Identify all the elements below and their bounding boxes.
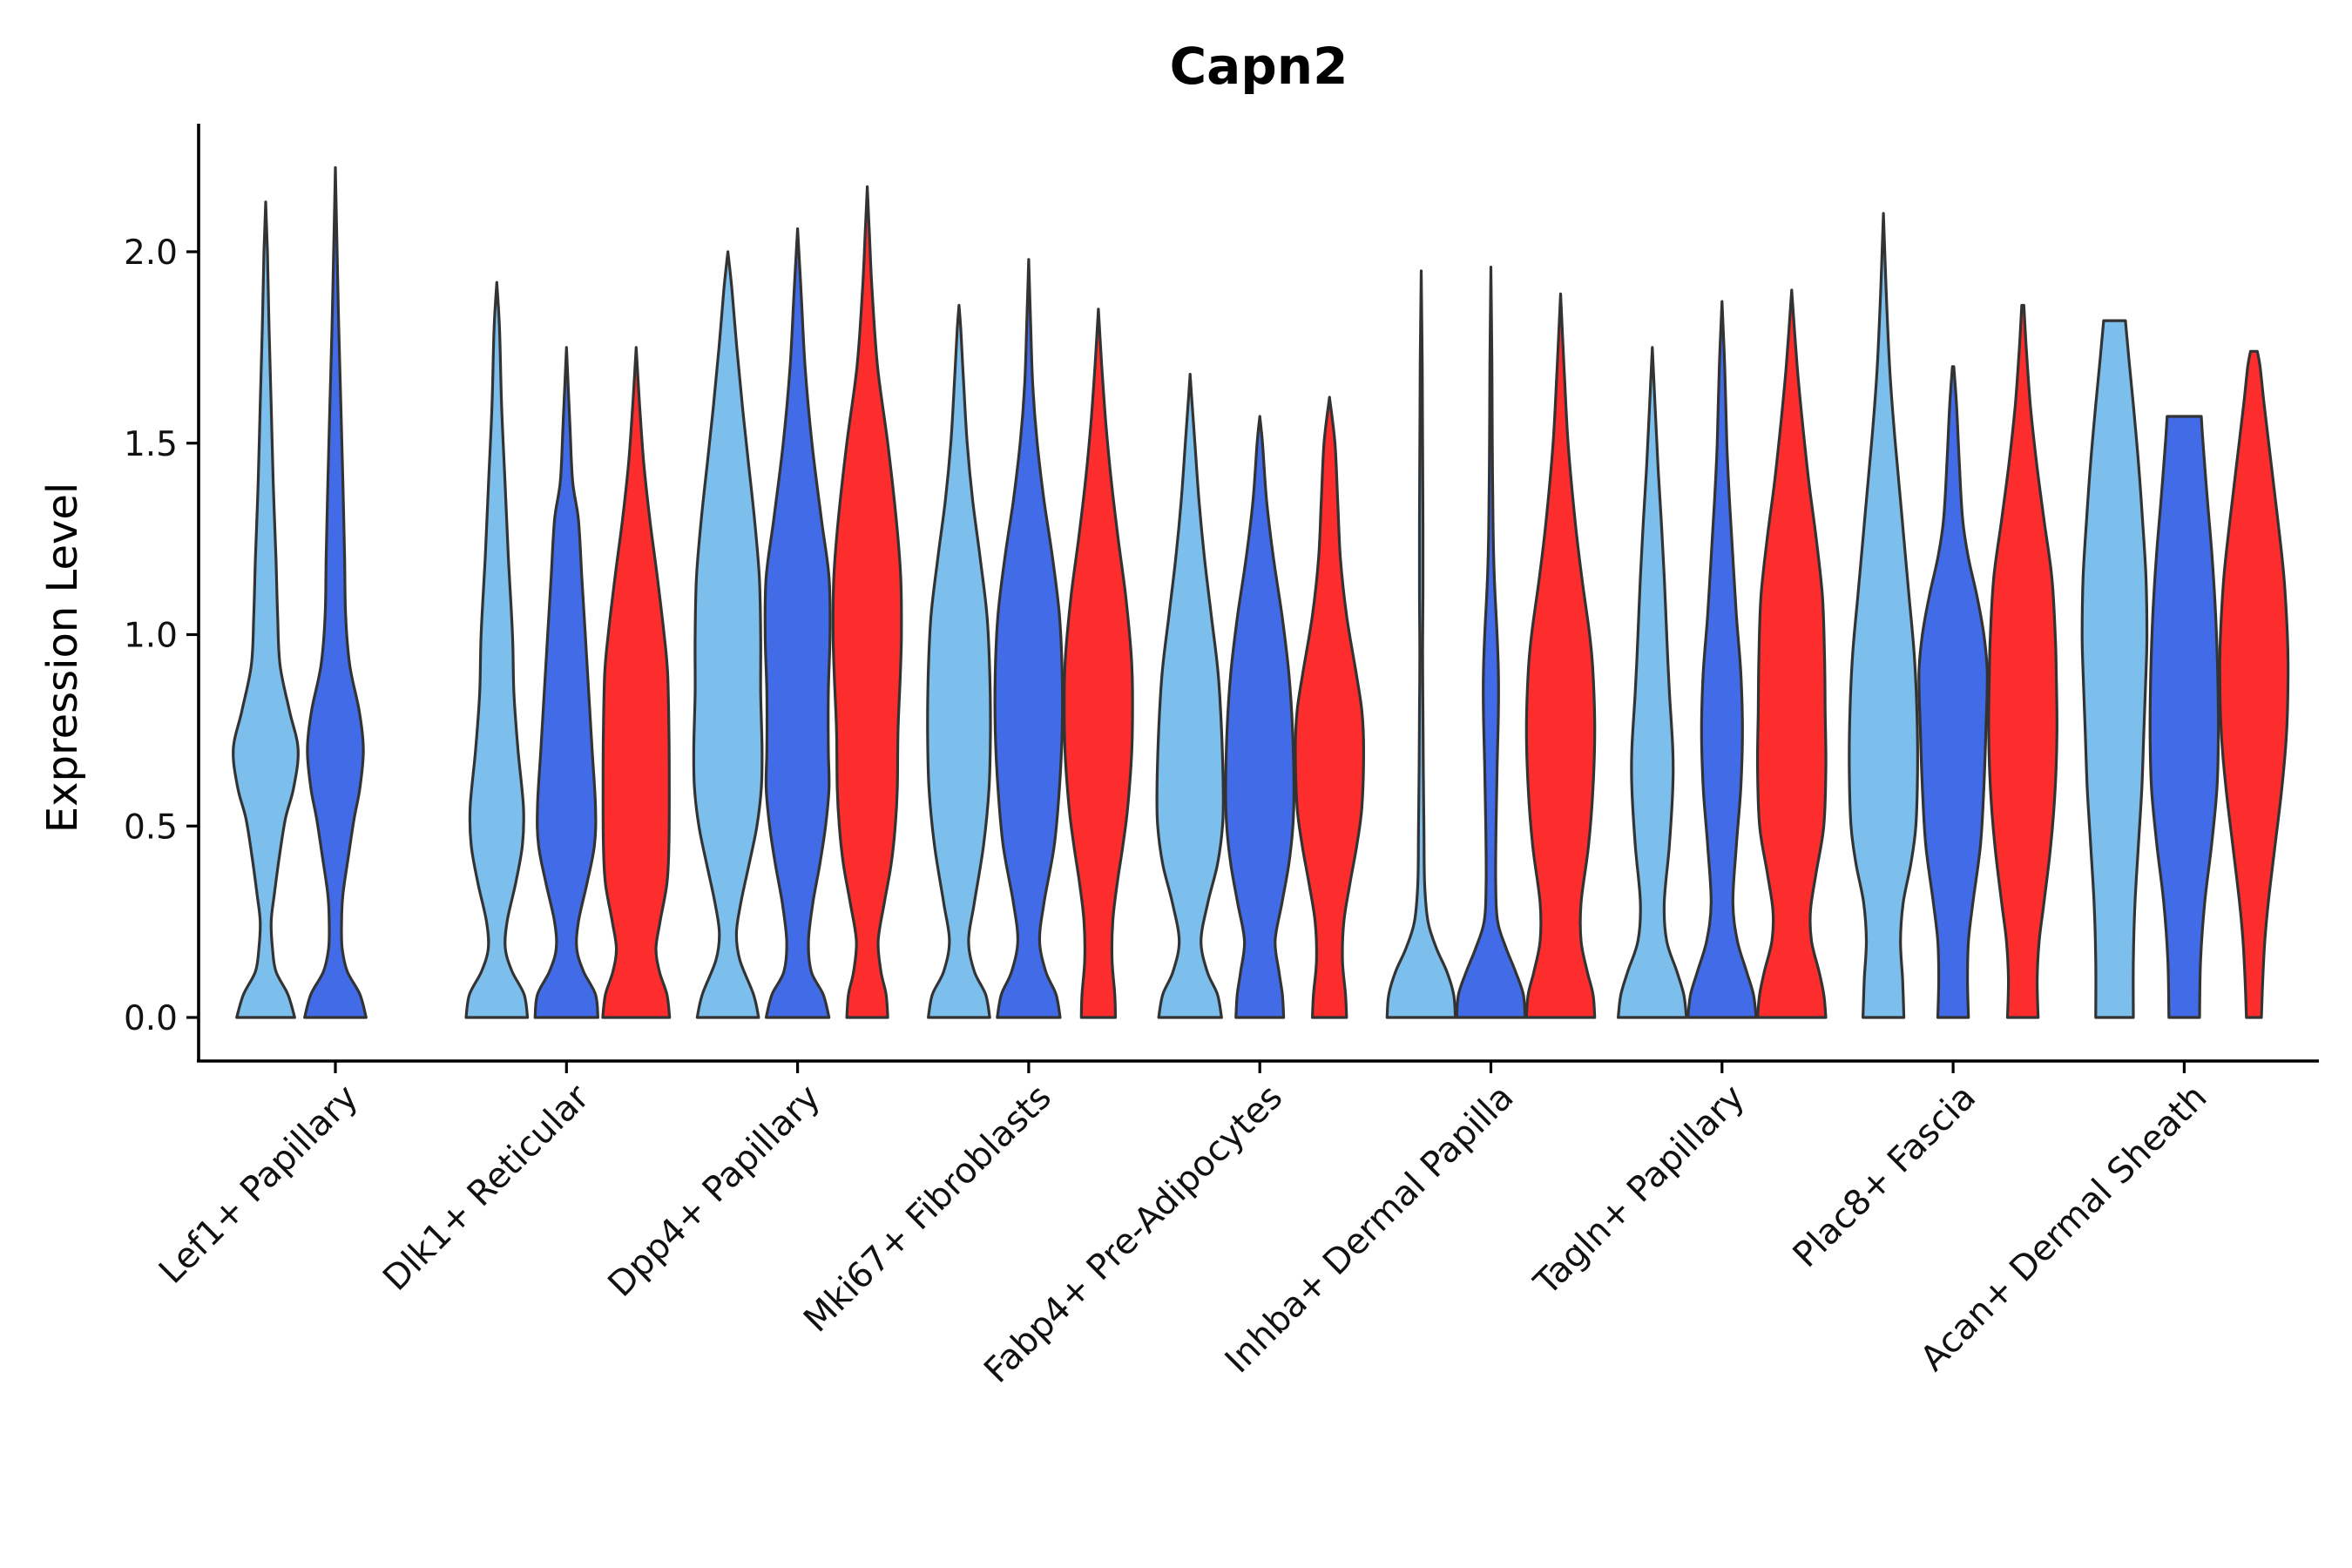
x-tick-label: Plac8+ Fascia bbox=[1786, 1078, 1984, 1276]
violin-dpp4-papillary-s3 bbox=[831, 185, 903, 1019]
violin-acan-dermal-sheath-s1 bbox=[2080, 319, 2149, 1019]
x-tick-label: Lef1+ Papillary bbox=[152, 1078, 366, 1292]
violin-plac8-fascia-s1 bbox=[1848, 212, 1919, 1019]
chart-title: Capn2 bbox=[1170, 37, 1348, 96]
violin-acan-dermal-sheath-s2 bbox=[2148, 415, 2220, 1019]
x-tick-label: Tagln+ Papillary bbox=[1526, 1078, 1753, 1304]
violin-dlk1-reticular-s2 bbox=[533, 346, 599, 1019]
violin-lef1-papillary-s1 bbox=[232, 200, 300, 1019]
violin-dpp4-papillary-s1 bbox=[692, 250, 764, 1019]
y-tick-label: 0.0 bbox=[124, 999, 178, 1038]
x-tick-label: Dlk1+ Reticular bbox=[375, 1077, 598, 1299]
y-tick-label: 1.5 bbox=[124, 425, 178, 464]
violin-tagln-papillary-s1 bbox=[1617, 346, 1688, 1019]
violin-plac8-fascia-s3 bbox=[1987, 303, 2058, 1019]
violin-lef1-papillary-s2 bbox=[303, 166, 368, 1019]
violin-inhba-dermal-papilla-s2 bbox=[1455, 266, 1527, 1019]
violin-fabp4-pre-adipocytes-s1 bbox=[1155, 373, 1225, 1019]
x-tick-label: Mki67+ Fibroblasts bbox=[796, 1078, 1059, 1341]
violin-dpp4-papillary-s2 bbox=[763, 227, 832, 1019]
x-tick-label: Dpp4+ Papillary bbox=[600, 1078, 828, 1305]
x-ticks: Lef1+ Papillary Dlk1+ Reticular Dpp4+ Papi… bbox=[152, 1061, 2214, 1391]
violin-mki67-fibroblasts-s2 bbox=[993, 258, 1064, 1019]
y-tick-label: 0.5 bbox=[124, 808, 178, 847]
axes-layer bbox=[197, 124, 2319, 1063]
violin-tagln-papillary-s2 bbox=[1686, 300, 1758, 1019]
y-ticks: 0.0 0.5 1.0 1.5 2.0 bbox=[124, 233, 199, 1038]
violin-dlk1-reticular-s1 bbox=[464, 280, 530, 1019]
violin-mki67-fibroblasts-s3 bbox=[1063, 308, 1134, 1019]
violin-acan-dermal-sheath-s3 bbox=[2218, 349, 2290, 1019]
violin-inhba-dermal-papilla-s1 bbox=[1385, 269, 1457, 1019]
violin-mki67-fibroblasts-s1 bbox=[926, 303, 992, 1019]
violin-inhba-dermal-papilla-s3 bbox=[1524, 292, 1597, 1019]
violins-layer bbox=[232, 166, 2290, 1019]
y-axis-label: Expression Level bbox=[38, 483, 87, 834]
y-tick-label: 1.0 bbox=[124, 617, 178, 656]
violin-fabp4-pre-adipocytes-s2 bbox=[1224, 415, 1296, 1019]
violin-tagln-papillary-s3 bbox=[1755, 288, 1828, 1019]
violin-plac8-fascia-s2 bbox=[1917, 365, 1989, 1019]
violin-fabp4-pre-adipocytes-s3 bbox=[1294, 395, 1365, 1019]
y-tick-label: 2.0 bbox=[124, 233, 178, 273]
violin-dlk1-reticular-s3 bbox=[601, 346, 672, 1019]
